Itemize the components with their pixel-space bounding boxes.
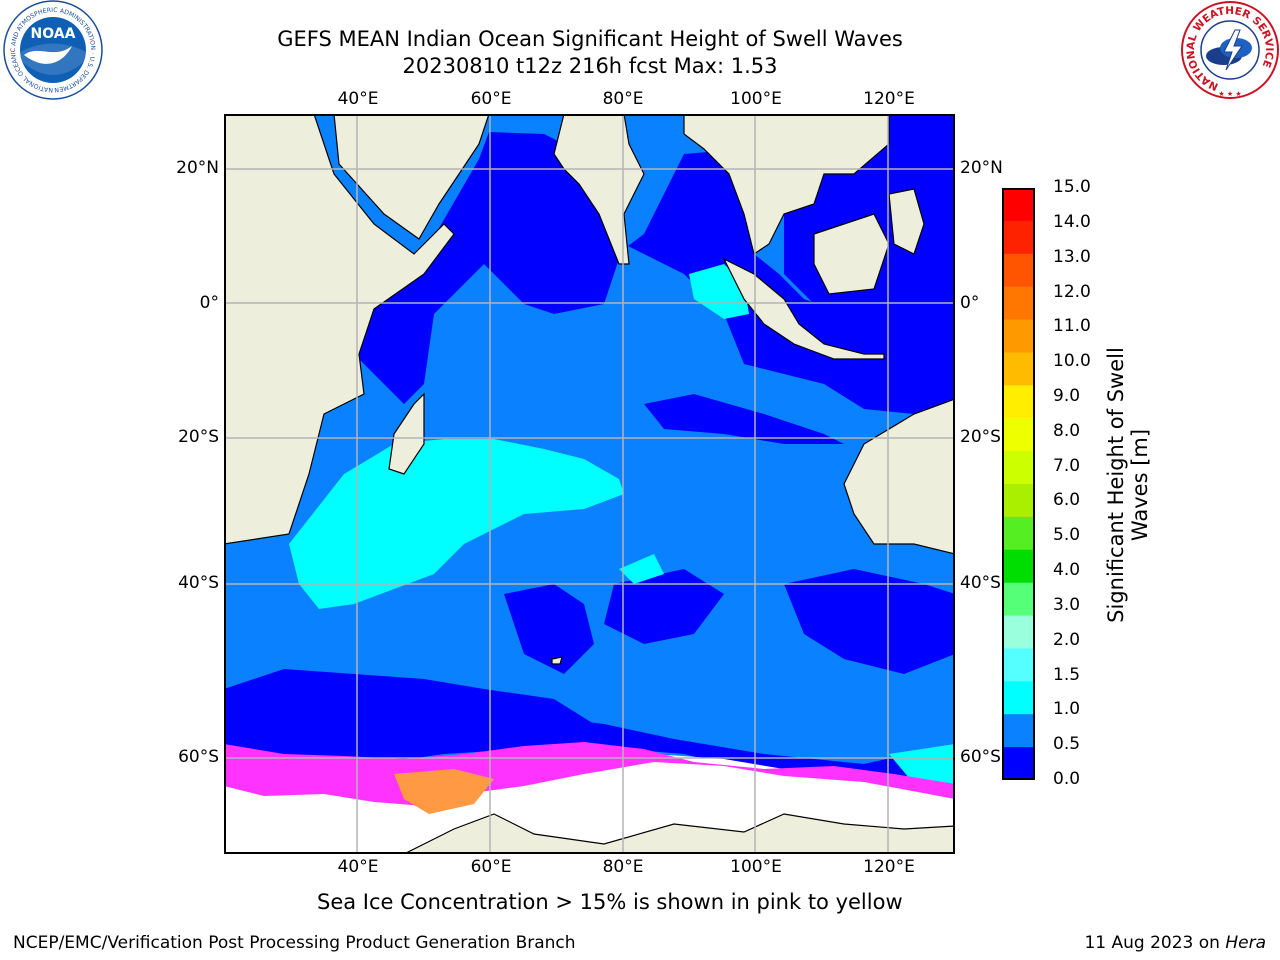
swell-height-map [224, 114, 955, 854]
lat-label-left-0: 0° [199, 293, 219, 313]
colorbar-segment [1002, 385, 1035, 419]
lat-label-left-40s: 40°S [178, 573, 219, 593]
footer-date-text: 11 Aug 2023 on [1084, 933, 1226, 953]
lat-label-left-20n: 20°N [176, 158, 219, 178]
svg-text:★ ★ ★: ★ ★ ★ [1218, 90, 1241, 98]
land-sumatra-java [722, 257, 885, 360]
lat-label-right-60s: 60°S [960, 747, 1001, 767]
colorbar-tick-label: 11.0 [1053, 316, 1091, 337]
land-southeast-asia [683, 114, 890, 255]
footer-machine: Hera [1225, 933, 1266, 953]
colorbar-tick-label: 2.0 [1053, 629, 1081, 650]
sea-ice-edge-orange [394, 769, 494, 814]
colorbar-tick-label: 1.0 [1053, 699, 1081, 720]
footer-date: 11 Aug 2023 on Hera [1084, 933, 1266, 953]
colorbar-tick-label: 0.5 [1053, 734, 1081, 755]
colorbar-segment [1002, 319, 1035, 354]
colorbar-tick-label: 4.0 [1053, 560, 1081, 581]
land-africa [224, 114, 455, 545]
calm-patches-sw-australia [784, 569, 955, 674]
colorbar-segment [1002, 286, 1035, 321]
noaa-logo: NATIONAL OCEANIC AND ATMOSPHERIC ADMINIS… [2, 0, 103, 100]
colorbar-tick-label: 8.0 [1053, 420, 1081, 441]
colorbar-tick-label: 9.0 [1053, 385, 1081, 406]
lat-label-right-20s: 20°S [960, 427, 1001, 447]
lon-label-top-80e: 80°E [602, 89, 644, 109]
colorbar-tick-label: 0.0 [1053, 769, 1081, 789]
colorbar-tick-label: 1.5 [1053, 664, 1081, 685]
colorbar-tick-label: 7.0 [1053, 455, 1081, 476]
land-antarctica [403, 813, 955, 854]
calm-central-indian [644, 394, 844, 444]
lat-label-right-0: 0° [960, 293, 980, 313]
calm-southern-belt-west [224, 669, 594, 774]
lon-label-top-60e: 60°E [470, 89, 512, 109]
colorbar-segment [1002, 648, 1035, 682]
map-border [224, 114, 955, 854]
lon-label-top-40e: 40°E [337, 89, 379, 109]
colorbar-segment [1002, 451, 1035, 485]
colorbar-tick-label: 14.0 [1053, 211, 1091, 232]
land-madagascar [388, 392, 425, 475]
colorbar-segment [1002, 747, 1035, 780]
colorbar-segment [1002, 615, 1035, 650]
colorbar-tick-label: 10.0 [1053, 351, 1091, 372]
sea-ice-caption: Sea Ice Concentration > 15% is shown in … [317, 890, 903, 914]
lat-label-left-20s: 20°S [178, 427, 219, 447]
calm-southern-belt-east [604, 569, 724, 644]
footer-organization: NCEP/EMC/Verification Post Processing Pr… [13, 933, 576, 953]
lon-label-bottom-60e: 60°E [470, 857, 512, 877]
colorbar-segment [1002, 484, 1035, 518]
land-philippines [888, 188, 925, 255]
colorbar-tick-label: 3.0 [1053, 594, 1081, 615]
colorbar-segment [1002, 516, 1035, 551]
colorbar-segment [1002, 681, 1035, 715]
swell-patch-1-0-1-5-southeast [889, 744, 955, 789]
lat-label-right-40s: 40°S [960, 573, 1001, 593]
land-kerguelen [551, 656, 563, 665]
nws-logo: NATIONAL WEATHER SERVICE ★ ★ ★ [1181, 1, 1279, 99]
svg-text:NOAA: NOAA [31, 26, 76, 42]
lon-label-top-100e: 100°E [730, 89, 782, 109]
calm-southern-belt-central [504, 584, 594, 674]
lat-label-left-60s: 60°S [178, 747, 219, 767]
colorbar-segment [1002, 582, 1035, 617]
swell-patch-1-0-1-5-small [619, 554, 664, 584]
lon-label-bottom-80e: 80°E [602, 857, 644, 877]
land-arabia [333, 114, 490, 240]
colorbar-segment [1002, 188, 1035, 222]
colorbar-tick-label: 13.0 [1053, 246, 1091, 267]
land-masses [224, 114, 955, 854]
colorbar-tick-label: 15.0 [1053, 177, 1091, 197]
colorbar-segment [1002, 714, 1035, 748]
colorbar-segment [1002, 253, 1035, 288]
chart-title: GEFS MEAN Indian Ocean Significant Heigh… [277, 27, 903, 51]
colorbar-tick-label: 12.0 [1053, 281, 1091, 302]
swell-patch-1-0-1-5-south [289, 439, 624, 609]
colorbar-segment [1002, 352, 1035, 386]
lon-label-top-120e: 120°E [863, 89, 915, 109]
colorbar-tick-label: 6.0 [1053, 490, 1081, 511]
colorbar-segment [1002, 220, 1035, 255]
colorbar-title: Significant Height of Swell Waves [m] [1104, 347, 1152, 623]
colorbar-tick-label: 5.0 [1053, 525, 1081, 546]
lon-label-bottom-100e: 100°E [730, 857, 782, 877]
land-india [553, 114, 645, 265]
lat-label-right-20n: 20°N [960, 158, 1003, 178]
lon-label-bottom-120e: 120°E [863, 857, 915, 877]
colorbar [1002, 188, 1035, 780]
calm-near-ice-edge [524, 714, 955, 779]
lon-label-bottom-40e: 40°E [337, 857, 379, 877]
map-gridlines [224, 114, 955, 854]
colorbar-segment [1002, 418, 1035, 452]
land-borneo [813, 213, 890, 295]
chart-subtitle: 20230810 t12z 216h fcst Max: 1.53 [402, 54, 778, 78]
colorbar-segment [1002, 549, 1035, 584]
